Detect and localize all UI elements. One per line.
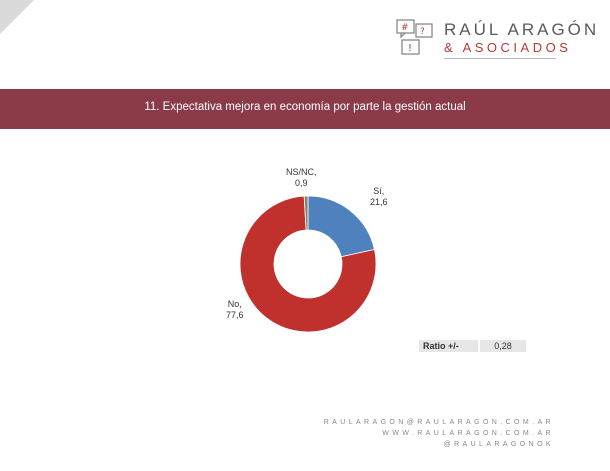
footer-email[interactable]: RAULARAGON@RAULARAGON.COM.AR <box>323 419 554 426</box>
svg-text:?: ? <box>420 27 425 37</box>
footer-contact: RAULARAGON@RAULARAGON.COM.AR WWW.RAULARA… <box>324 417 554 450</box>
brand-subtitle: & ASOCIADOS <box>444 40 572 55</box>
ratio-label: Ratio +/- <box>419 340 478 352</box>
svg-text:#: # <box>401 23 409 33</box>
speech-bubbles-icon: # ? ! <box>396 19 433 55</box>
ratio-box: Ratio +/- 0,28 <box>419 340 526 352</box>
page-title: 11. Expectativa mejora en economía por p… <box>144 101 466 113</box>
brand-underline <box>444 58 556 59</box>
data-label-si: Sí, 21,6 <box>370 186 388 207</box>
data-label-si-name: Sí <box>373 186 382 196</box>
data-label-si-value: 21,6 <box>370 197 388 207</box>
donut-slice-ns-nc <box>303 195 309 231</box>
data-label-nsnc-name: NS/NC <box>286 167 315 177</box>
donut-slice-s- <box>307 195 375 258</box>
data-label-no: No, 77,6 <box>226 299 244 320</box>
data-label-no-value: 77,6 <box>226 310 244 320</box>
data-label-no-name: No <box>227 299 240 309</box>
brand-logo: # ? ! RAÚL ARAGÓN & ASOCIADOS <box>396 18 596 62</box>
donut-slice-no <box>239 195 377 333</box>
footer-web[interactable]: WWW.RAULARAGON.COM.AR <box>382 430 554 437</box>
footer-handle[interactable]: @RAULARAGONOK <box>443 441 554 448</box>
data-label-nsnc-value: 0,9 <box>295 178 308 188</box>
ratio-value: 0,28 <box>480 340 526 352</box>
svg-text:!: ! <box>408 43 412 54</box>
data-label-nsnc: NS/NC, 0,9 <box>286 167 317 188</box>
title-banner: 11. Expectativa mejora en economía por p… <box>0 89 610 129</box>
corner-decoration <box>0 0 34 34</box>
brand-name: RAÚL ARAGÓN <box>444 20 600 39</box>
